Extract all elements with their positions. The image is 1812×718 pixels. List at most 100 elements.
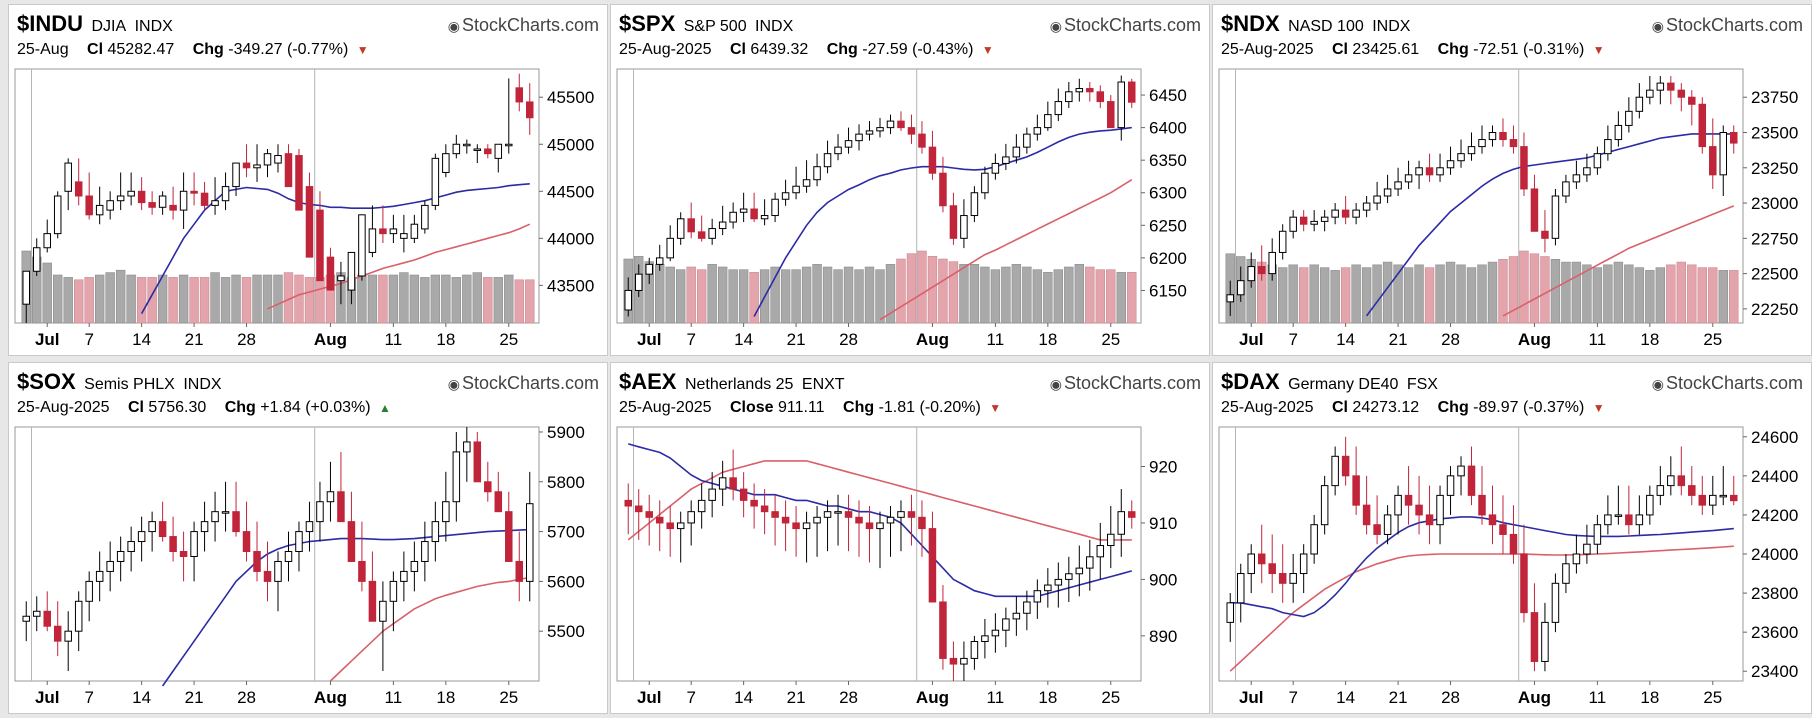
volume-bar [1127,272,1137,324]
candle-body [1096,545,1105,558]
stockcharts-brand[interactable]: ◉ StockCharts.com [1050,15,1201,36]
candle-body [792,185,800,194]
volume-bar [854,269,864,324]
candle-body [379,600,387,622]
volume-bar [472,272,483,324]
volume-bar [1074,264,1085,324]
candle-body [760,505,769,513]
candle-body [95,204,104,216]
volume-bar [441,274,451,324]
price-label: Close [729,399,774,416]
plot-area [14,426,540,682]
candle-body [1023,133,1031,148]
candle-body [1530,188,1539,232]
exchange: INDX [134,18,173,35]
candle-body [708,488,716,501]
chart-panel-dax[interactable]: $DAX Germany DE40 FSX ◉ StockCharts.com 2… [1212,362,1812,714]
stockcharts-brand[interactable]: ◉ StockCharts.com [448,15,599,36]
candle-body [1488,132,1497,141]
candle-body [718,221,727,230]
candle-body [242,531,251,553]
candle-body [253,164,261,169]
change-value: +1.84 (+0.03%) [260,399,371,416]
candle-body [106,200,114,211]
volume-bar [483,277,493,324]
x-tick-label: 21 [1389,330,1408,349]
candle-body [43,233,51,249]
chart-panel-aex[interactable]: $AEX Netherlands 25 ENXT ◉ StockCharts.co… [610,362,1210,714]
stockcharts-brand[interactable]: ◉ StockCharts.com [1050,373,1201,394]
candle-body [232,511,240,533]
quote-date: 25-Aug-2025 [1221,41,1314,58]
chart-panel-indu[interactable]: $INDU DJIA INDX ◉ StockCharts.com 25-Aug … [8,4,608,356]
y-tick-label: 43500 [547,276,594,295]
x-tick-label: 18 [1640,688,1659,707]
volume-bar [1288,264,1298,324]
candle-body [64,162,72,192]
x-tick-label: 11 [987,330,1005,349]
x-tick-label: Jul [35,330,60,349]
candle-body [200,192,209,206]
x-tick-label: 14 [734,688,753,707]
candle-body [1541,230,1549,239]
volume-bar [1414,264,1424,324]
stockcharts-brand[interactable]: ◉ StockCharts.com [448,373,599,394]
x-tick-label: 25 [499,688,518,707]
candle-body [1044,584,1052,592]
candle-body [1404,174,1413,183]
volume-bar [948,261,959,324]
x-tick-label: 7 [1288,330,1297,349]
candle-body [771,198,779,217]
candle-body [494,491,503,513]
candle-body [991,162,1000,174]
change-label: Chg [826,41,858,58]
stockcharts-brand[interactable]: ◉ StockCharts.com [1652,15,1803,36]
candle-body [389,228,398,235]
volume-bar [1687,264,1697,324]
chart-panel-sox[interactable]: $SOX Semis PHLX INDX ◉ StockCharts.com 25… [8,362,608,714]
stockcharts-brand[interactable]: ◉ StockCharts.com [1652,373,1803,394]
candle-body [484,148,492,155]
volume-bar [717,266,728,324]
volume-bar [262,274,273,324]
candle-body [1044,114,1052,129]
candle-body [137,531,146,543]
volume-bar [1592,267,1603,324]
candle-body [865,522,874,530]
candle-body [305,186,314,258]
candle-body [991,629,1000,637]
chart-panel-spx[interactable]: $SPX S&P 500 INDX ◉ StockCharts.com 25-Au… [610,4,1210,356]
candle-body [1415,167,1423,176]
candle-body [907,127,916,135]
quote-line: 25-Aug-2025 Cl 5756.30 Chg +1.84 (+0.03%… [17,399,597,419]
candle-body [634,505,643,513]
volume-bar [252,274,262,324]
candle-body [1299,216,1308,225]
x-tick-label: 7 [686,688,695,707]
candle-body [1247,553,1255,575]
index-name: Netherlands 25 [684,376,794,393]
candle-body [505,511,513,562]
candle-body [116,195,125,202]
candle-body [1362,202,1371,211]
volume-bar [959,264,969,324]
y-tick-label: 23000 [1751,194,1798,213]
panel-header: $INDU DJIA INDX ◉ StockCharts.com [17,11,599,36]
candle-body [1446,475,1455,496]
candle-body [1054,578,1063,586]
volume-bar [780,269,791,324]
brand-text: StockCharts.com [1063,15,1201,35]
candle-body [781,516,790,524]
chart-panel-ndx[interactable]: $NDX NASD 100 INDX ◉ StockCharts.com 25-A… [1212,4,1812,356]
candle-body [1509,139,1518,148]
volume-bar [1645,270,1655,324]
volume-bar [885,264,896,324]
candle-body [1257,266,1266,275]
y-tick-label: 6400 [1149,119,1187,138]
candle-body [960,215,968,239]
candle-body [200,521,209,533]
volume-bar [686,266,696,324]
candle-body [1457,153,1465,162]
candlestick-chart: 890 900 910 920 Jul 7 14 21 28 Aug 11 18 25 [616,426,1177,707]
volume-bar [906,253,917,324]
